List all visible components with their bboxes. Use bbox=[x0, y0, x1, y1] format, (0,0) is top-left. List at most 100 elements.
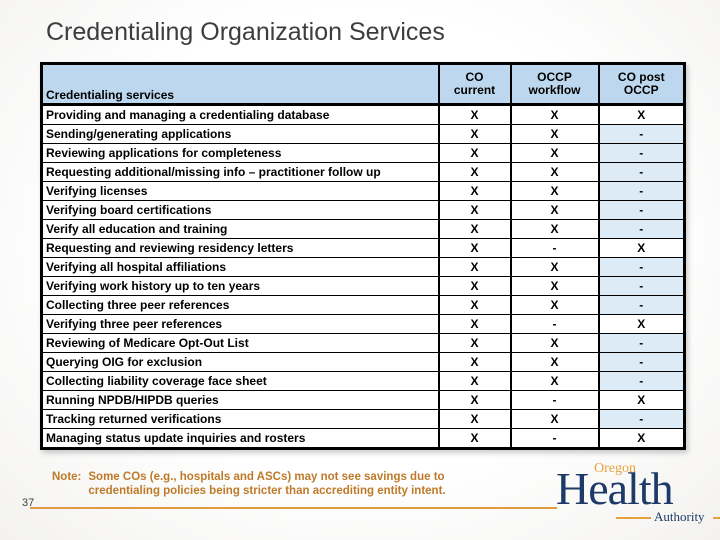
value-cell: X bbox=[509, 276, 599, 296]
service-label-cell: Verifying licenses bbox=[41, 181, 439, 201]
value-cell: X bbox=[437, 371, 511, 391]
note-text: Some COs (e.g., hospitals and ASCs) may … bbox=[88, 471, 446, 498]
table-row: Managing status update inquiries and ros… bbox=[41, 428, 685, 449]
footer-divider-line bbox=[30, 507, 557, 509]
service-label-cell: Requesting and reviewing residency lette… bbox=[41, 238, 439, 258]
service-label-cell: Verifying work history up to ten years bbox=[41, 276, 439, 296]
table-row: Requesting additional/missing info – pra… bbox=[41, 162, 685, 182]
service-label-cell: Reviewing of Medicare Opt-Out List bbox=[41, 333, 439, 353]
value-cell: X bbox=[437, 162, 511, 182]
value-cell: - bbox=[597, 276, 685, 296]
column-header-co-current: CO current bbox=[437, 63, 511, 106]
value-cell: X bbox=[437, 181, 511, 201]
note: Note: Some COs (e.g., hospitals and ASCs… bbox=[52, 470, 482, 498]
service-label-cell: Providing and managing a credentialing d… bbox=[41, 104, 439, 125]
page-title: Credentialing Organization Services bbox=[46, 18, 445, 46]
value-cell: X bbox=[597, 104, 685, 125]
value-cell: X bbox=[437, 238, 511, 258]
value-cell: X bbox=[437, 257, 511, 277]
table-row: Reviewing of Medicare Opt-Out List X X - bbox=[41, 333, 685, 353]
page-number: 37 bbox=[22, 497, 35, 509]
service-label-cell: Running NPDB/HIPDB queries bbox=[41, 390, 439, 410]
column-header-occp-workflow: OCCP workflow bbox=[509, 63, 599, 106]
table-row: Verifying licenses X X - bbox=[41, 181, 685, 201]
oregon-health-authority-logo: Oregon Health Authority bbox=[556, 460, 720, 532]
value-cell: - bbox=[597, 143, 685, 163]
service-label-cell: Verifying three peer references bbox=[41, 314, 439, 334]
value-cell: X bbox=[509, 409, 599, 429]
service-label-cell: Verifying all hospital affiliations bbox=[41, 257, 439, 277]
table-row: Collecting three peer references X X - bbox=[41, 295, 685, 315]
value-cell: X bbox=[597, 238, 685, 258]
logo-authority-text: Authority bbox=[654, 509, 705, 524]
value-cell: X bbox=[509, 371, 599, 391]
value-cell: X bbox=[437, 104, 511, 125]
value-cell: - bbox=[597, 219, 685, 239]
value-cell: - bbox=[509, 428, 599, 449]
service-label-cell: Requesting additional/missing info – pra… bbox=[41, 162, 439, 182]
value-cell: X bbox=[437, 219, 511, 239]
table-row: Sending/generating applications X X - bbox=[41, 124, 685, 144]
table-row: Verifying work history up to ten years X X… bbox=[41, 276, 685, 296]
table-row: Collecting liability coverage face sheet… bbox=[41, 371, 685, 391]
service-label-cell: Managing status update inquiries and ros… bbox=[41, 428, 439, 449]
value-cell: X bbox=[437, 390, 511, 410]
logo-dash-left bbox=[616, 517, 651, 519]
value-cell: X bbox=[597, 314, 685, 334]
table-row: Running NPDB/HIPDB queries X - X bbox=[41, 390, 685, 410]
value-cell: - bbox=[509, 238, 599, 258]
value-cell: X bbox=[597, 390, 685, 410]
value-cell: - bbox=[597, 162, 685, 182]
table-row: Reviewing applications for completeness X… bbox=[41, 143, 685, 163]
value-cell: X bbox=[437, 333, 511, 353]
value-cell: - bbox=[509, 390, 599, 410]
logo-dash-right bbox=[713, 517, 720, 519]
value-cell: X bbox=[509, 104, 599, 125]
value-cell: X bbox=[509, 295, 599, 315]
value-cell: X bbox=[597, 428, 685, 449]
value-cell: X bbox=[437, 409, 511, 429]
table-row: Verifying all hospital affiliations X X - bbox=[41, 257, 685, 277]
value-cell: X bbox=[437, 428, 511, 449]
value-cell: - bbox=[597, 200, 685, 220]
table-row: Requesting and reviewing residency lette… bbox=[41, 238, 685, 258]
logo-health-text: Health bbox=[556, 463, 674, 514]
value-cell: X bbox=[509, 333, 599, 353]
value-cell: X bbox=[509, 219, 599, 239]
service-label-cell: Tracking returned verifications bbox=[41, 409, 439, 429]
value-cell: - bbox=[597, 371, 685, 391]
value-cell: X bbox=[509, 143, 599, 163]
note-label: Note: bbox=[52, 471, 82, 483]
value-cell: - bbox=[597, 409, 685, 429]
value-cell: - bbox=[597, 181, 685, 201]
table-row: Querying OIG for exclusion X X - bbox=[41, 352, 685, 372]
value-cell: - bbox=[597, 124, 685, 144]
value-cell: - bbox=[597, 333, 685, 353]
service-label-cell: Querying OIG for exclusion bbox=[41, 352, 439, 372]
value-cell: X bbox=[437, 352, 511, 372]
value-cell: X bbox=[437, 314, 511, 334]
value-cell: X bbox=[509, 200, 599, 220]
service-label-cell: Sending/generating applications bbox=[41, 124, 439, 144]
logo-oregon-text: Oregon bbox=[594, 461, 636, 476]
value-cell: X bbox=[509, 352, 599, 372]
value-cell: X bbox=[509, 162, 599, 182]
value-cell: X bbox=[437, 276, 511, 296]
service-label-cell: Collecting three peer references bbox=[41, 295, 439, 315]
value-cell: X bbox=[509, 257, 599, 277]
column-header-credentialing-services: Credentialing services bbox=[41, 63, 439, 106]
value-cell: X bbox=[509, 124, 599, 144]
service-label-cell: Verify all education and training bbox=[41, 219, 439, 239]
table-row: Verifying board certifications X X - bbox=[41, 200, 685, 220]
value-cell: X bbox=[437, 124, 511, 144]
value-cell: - bbox=[509, 314, 599, 334]
value-cell: - bbox=[597, 257, 685, 277]
value-cell: - bbox=[597, 295, 685, 315]
value-cell: X bbox=[437, 200, 511, 220]
table-row: Providing and managing a credentialing d… bbox=[41, 104, 685, 125]
value-cell: - bbox=[597, 352, 685, 372]
table-row: Verifying three peer references X - X bbox=[41, 314, 685, 334]
table-header-row: Credentialing services CO current OCCP w… bbox=[41, 63, 685, 106]
column-header-co-post-occp: CO post OCCP bbox=[597, 63, 685, 106]
